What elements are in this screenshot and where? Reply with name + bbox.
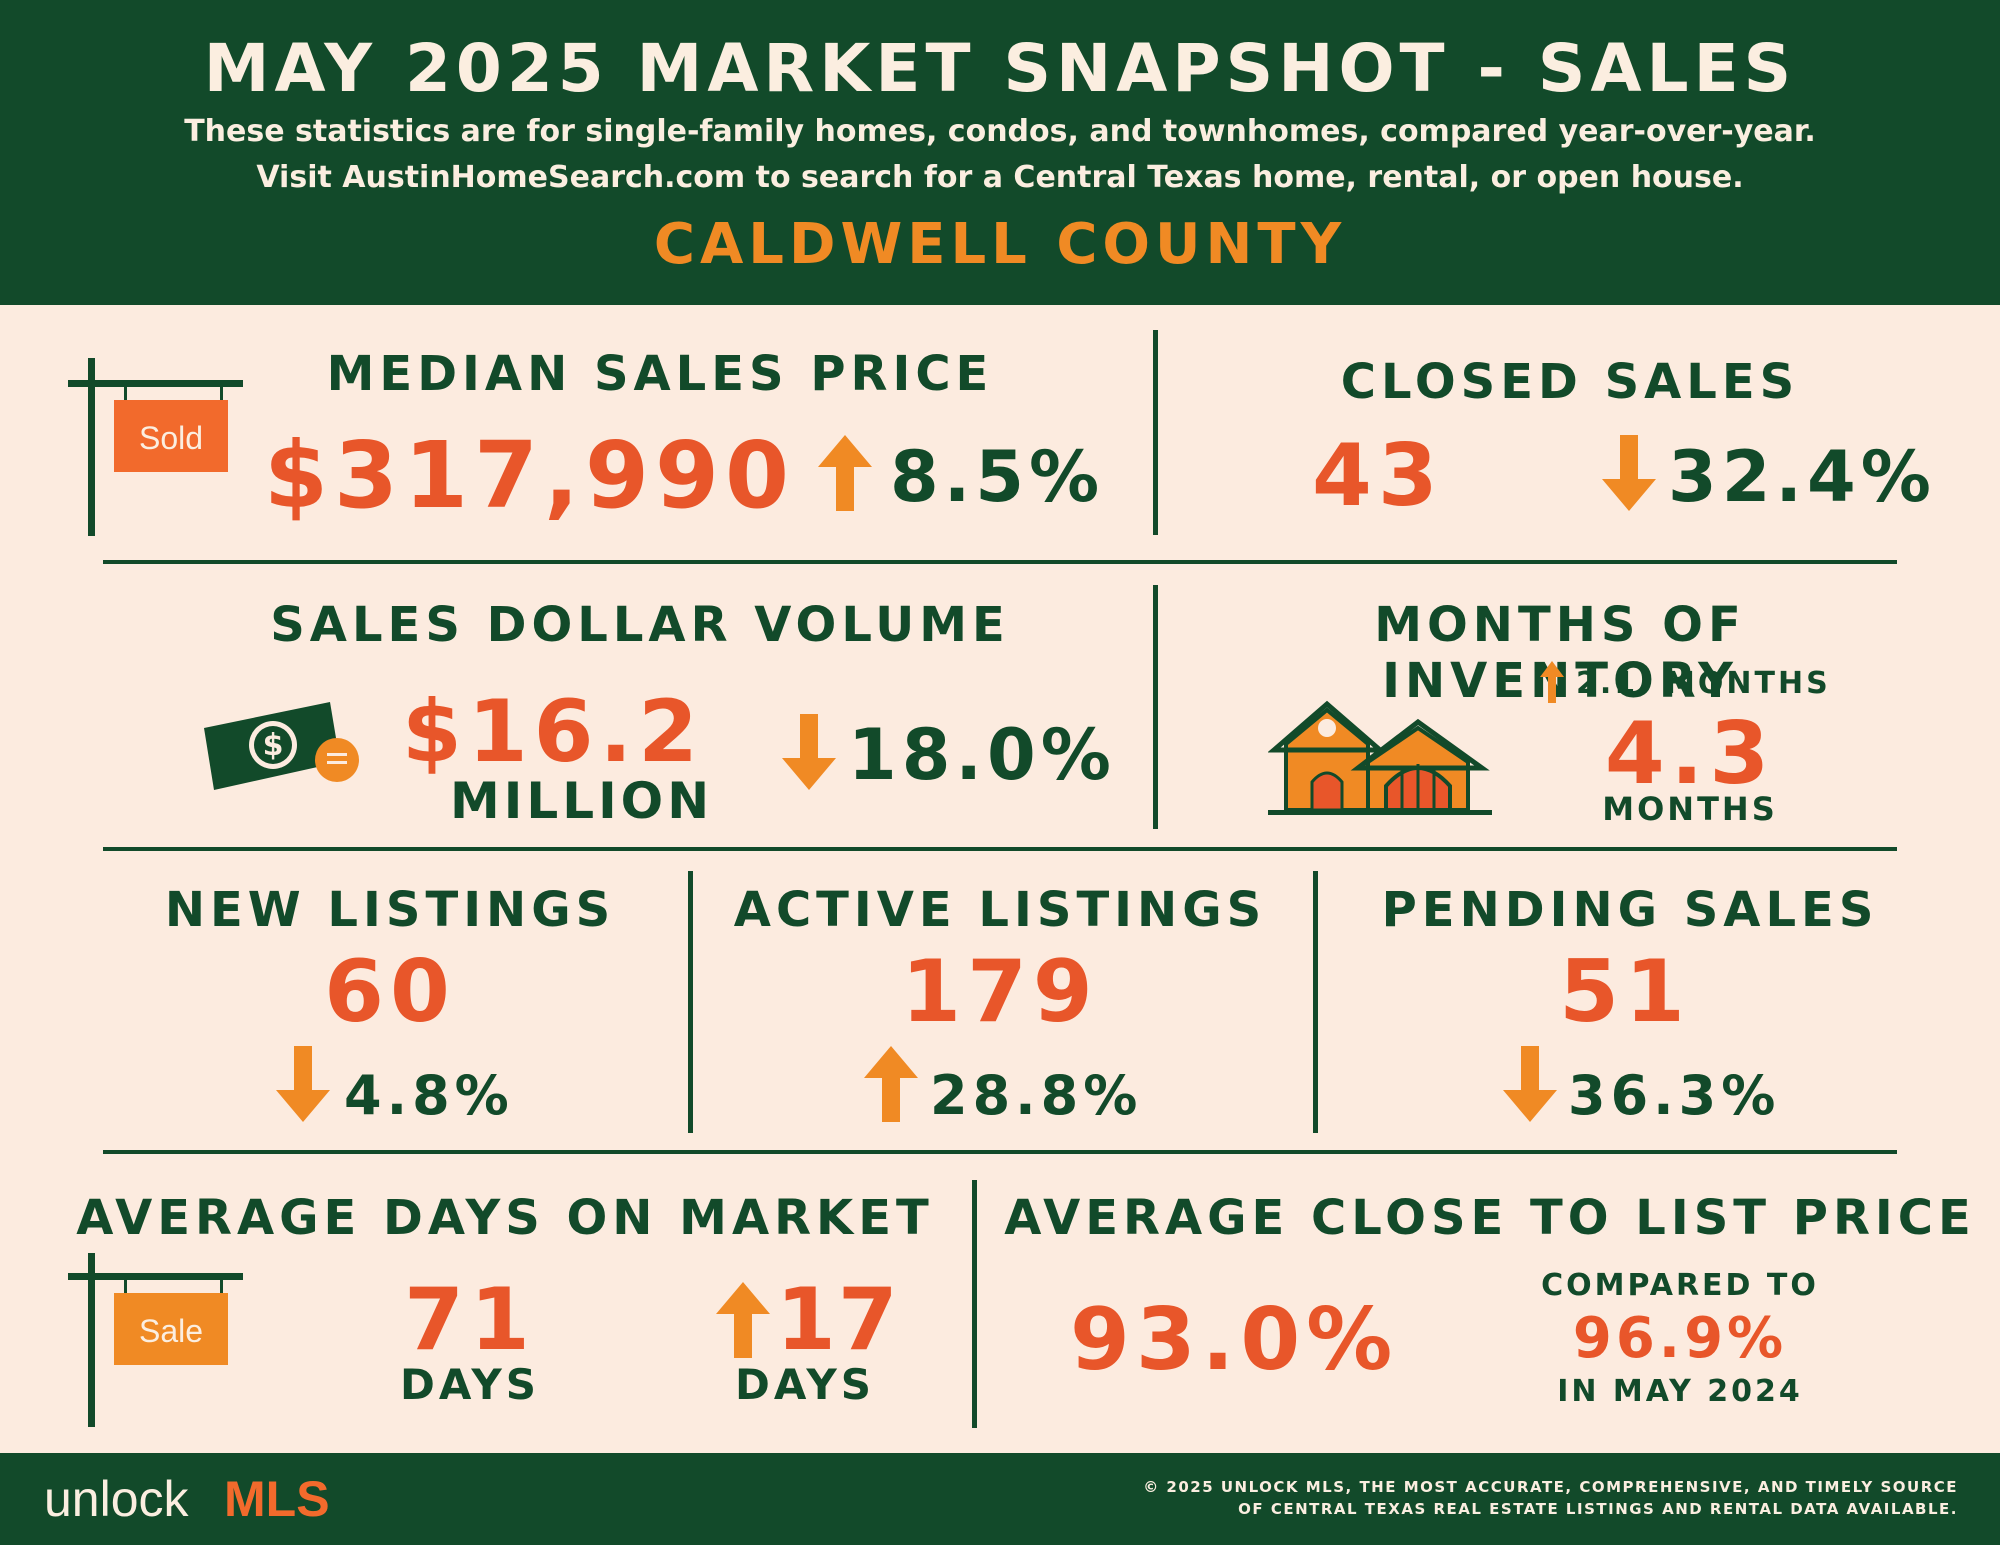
divider-horizontal-1: [103, 560, 1897, 564]
median-sales-price-value: $317,990: [264, 422, 796, 529]
divider-vertical-3: [688, 871, 693, 1133]
logo-text-unlock: unlock: [44, 1471, 189, 1527]
divider-vertical-2: [1153, 585, 1158, 829]
average-close-to-list-value: 93.0%: [1070, 1290, 1399, 1390]
arrow-down-icon: [1602, 435, 1656, 511]
subtitle-line-1: These statistics are for single-family h…: [184, 114, 1816, 149]
logo-text-mls: MLS: [224, 1471, 330, 1527]
arrow-up-icon: [818, 435, 872, 511]
new-listings-value: 60: [324, 942, 456, 1042]
average-days-on-market-value: 71: [404, 1270, 536, 1370]
sale-sign-icon: [68, 1253, 243, 1427]
average-days-on-market-change-unit: DAYS: [734, 1360, 875, 1409]
sold-sign-text: Sold: [138, 420, 204, 456]
active-listings-label: ACTIVE LISTINGS: [733, 882, 1267, 938]
closed-sales-value: 43: [1312, 426, 1444, 526]
pending-sales-label: PENDING SALES: [1381, 882, 1879, 938]
sales-dollar-volume-value: $16.2: [402, 682, 705, 782]
footer-bar: [0, 1453, 2000, 1545]
compared-to-value: 96.9%: [1572, 1306, 1788, 1371]
sales-dollar-volume-change: 18.0%: [848, 714, 1116, 796]
closed-sales-label: CLOSED SALES: [1340, 354, 1800, 410]
average-days-on-market-unit: DAYS: [399, 1360, 540, 1409]
months-of-inventory-change: 2.1 MONTHS: [1576, 666, 1831, 701]
months-of-inventory-value: 4.3: [1604, 704, 1776, 804]
months-of-inventory-label: MONTHS OF INVENTORY: [1374, 597, 1746, 709]
money-bill-icon: [204, 702, 359, 790]
divider-vertical-1: [1153, 330, 1158, 535]
copyright-line-2: OF CENTRAL TEXAS REAL ESTATE LISTINGS AN…: [1238, 1500, 1958, 1518]
sold-sign-icon: [68, 358, 243, 536]
subtitle-line-2: Visit AustinHomeSearch.com to search for…: [256, 160, 1744, 195]
divider-horizontal-2: [103, 847, 1897, 851]
average-days-on-market-change: 17: [776, 1270, 900, 1370]
average-days-on-market-label: AVERAGE DAYS ON MARKET: [76, 1190, 934, 1246]
header-banner: [0, 0, 2000, 305]
house-icon: [1268, 700, 1492, 815]
arrow-up-icon: [716, 1282, 770, 1358]
arrow-up-icon: [1540, 661, 1564, 703]
copyright-line-1: © 2025 UNLOCK MLS, THE MOST ACCURATE, CO…: [1143, 1478, 1958, 1496]
median-sales-price-label: MEDIAN SALES PRICE: [326, 346, 994, 402]
divider-horizontal-3: [103, 1150, 1897, 1154]
divider-vertical-5: [972, 1180, 977, 1428]
arrow-down-icon: [782, 714, 836, 790]
average-close-to-list-label: AVERAGE CLOSE TO LIST PRICE: [1004, 1190, 1976, 1246]
compared-to-label: COMPARED TO: [1541, 1268, 1819, 1303]
county-name: CALDWELL COUNTY: [653, 212, 1347, 277]
arrow-down-icon: [276, 1046, 330, 1122]
sales-dollar-volume-label: SALES DOLLAR VOLUME: [270, 597, 1010, 653]
arrow-up-icon: [864, 1046, 918, 1122]
compared-to-period: IN MAY 2024: [1557, 1374, 1803, 1409]
months-of-inventory-unit: MONTHS: [1602, 790, 1778, 828]
closed-sales-change: 32.4%: [1668, 436, 1936, 518]
active-listings-change: 28.8%: [930, 1064, 1143, 1127]
page-title: MAY 2025 MARKET SNAPSHOT - SALES: [203, 30, 1797, 107]
new-listings-label: NEW LISTINGS: [164, 882, 616, 938]
median-sales-price-change: 8.5%: [890, 436, 1105, 518]
sales-dollar-volume-unit: MILLION: [450, 772, 714, 830]
new-listings-change: 4.8%: [344, 1064, 514, 1127]
divider-vertical-4: [1313, 871, 1318, 1133]
pending-sales-change: 36.3%: [1568, 1064, 1781, 1127]
pending-sales-value: 51: [1559, 942, 1691, 1042]
arrow-down-icon: [1503, 1046, 1557, 1122]
active-listings-value: 179: [901, 942, 1099, 1042]
sale-sign-text: Sale: [138, 1313, 204, 1349]
bill-dollar-symbol: $: [262, 728, 284, 763]
